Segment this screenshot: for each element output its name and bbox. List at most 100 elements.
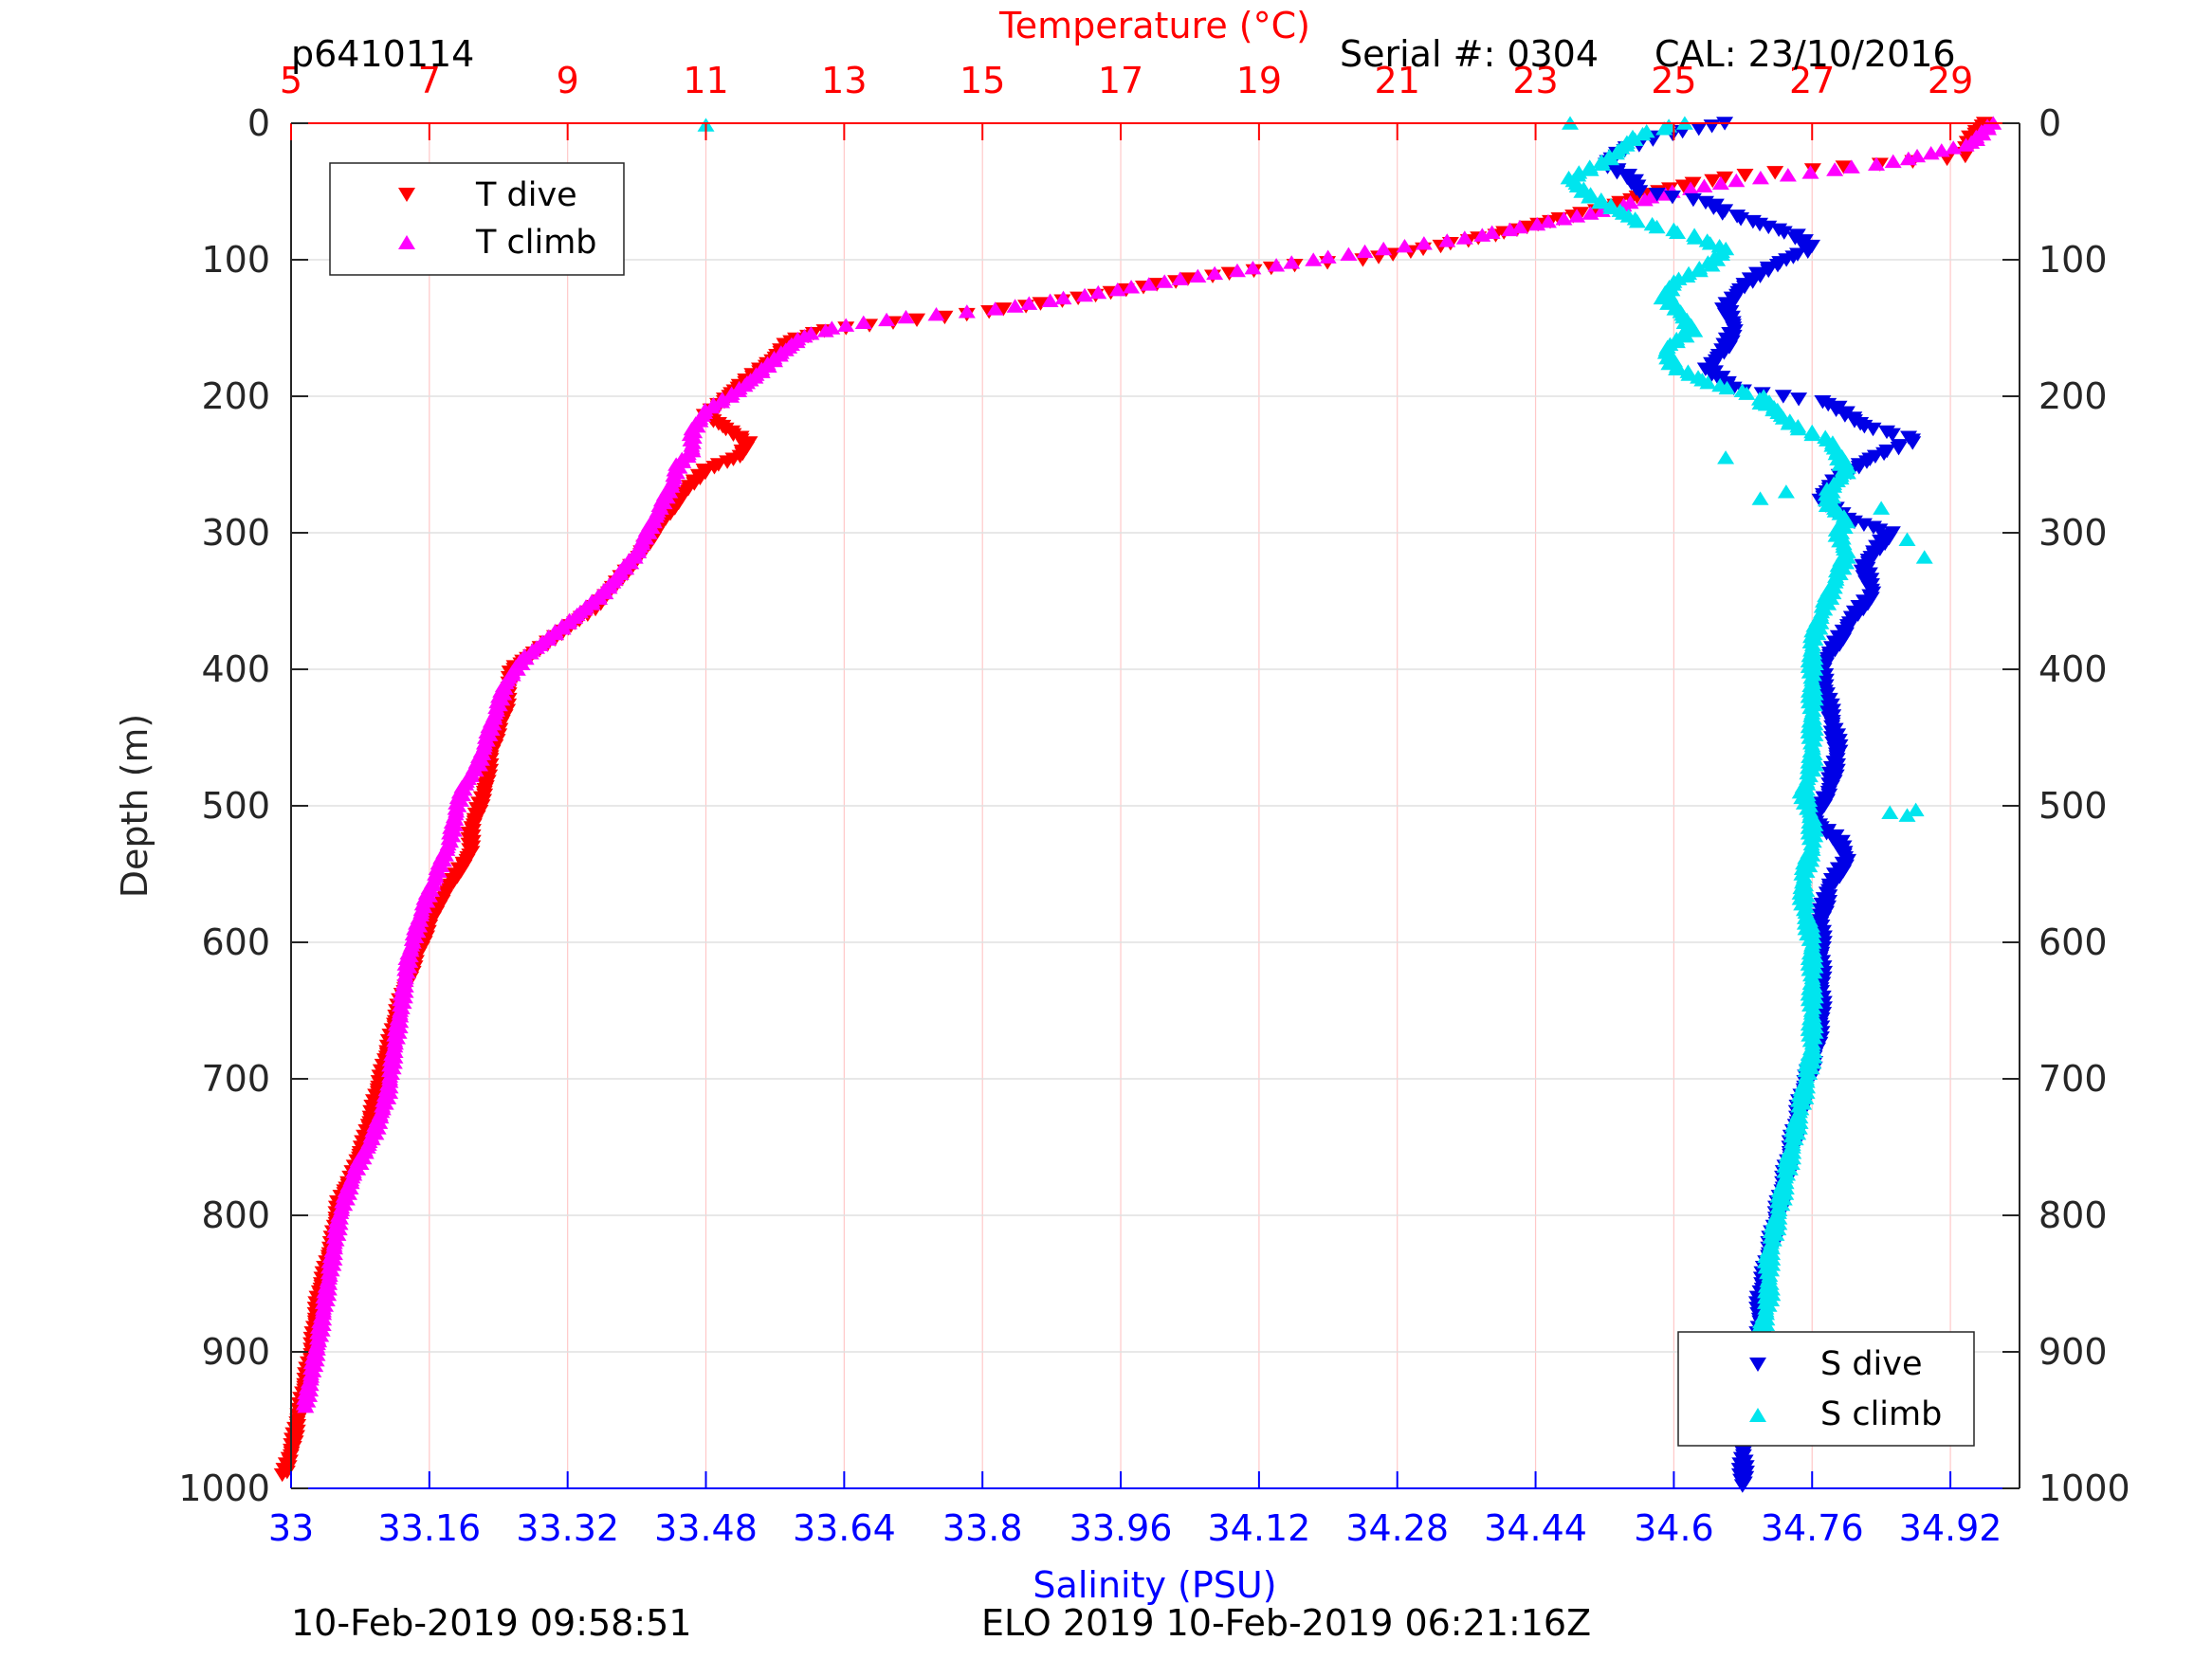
- temperature-tick-label: 11: [683, 60, 728, 101]
- depth-tick-label: 100: [201, 239, 270, 281]
- t-climb-point: [1283, 255, 1301, 269]
- legend-temperature: T dive T climb: [329, 162, 625, 276]
- t-climb-point: [1156, 274, 1174, 288]
- t-climb-point: [1751, 170, 1769, 185]
- s-dive-point: [1904, 436, 1922, 450]
- t-climb-point: [1728, 173, 1746, 188]
- s-climb-outlier: [1873, 501, 1891, 515]
- s-climb-point: [1789, 421, 1807, 436]
- t-climb-point: [1455, 230, 1473, 245]
- t-climb-point: [1415, 236, 1433, 250]
- depth-tick-label-right: 0: [2038, 102, 2061, 144]
- legend-s-dive-marker: [1749, 1358, 1766, 1372]
- depth-tick-label: 1000: [178, 1468, 270, 1509]
- t-dive-point: [1835, 160, 1853, 174]
- s-dive-point: [1648, 188, 1666, 202]
- t-dive-point: [1736, 168, 1754, 183]
- t-climb-point: [1244, 260, 1262, 275]
- s-dive-point: [1775, 226, 1793, 240]
- t-climb-point: [1957, 137, 1975, 152]
- t-climb-point: [1801, 165, 1819, 179]
- t-climb-point: [1396, 238, 1414, 253]
- temperature-tick-label: 13: [821, 60, 867, 101]
- salinity-tick-label: 33.32: [516, 1507, 619, 1549]
- s-dive-point: [1774, 390, 1792, 404]
- depth-tick-label: 900: [201, 1331, 270, 1373]
- t-climb-point: [1076, 287, 1094, 302]
- t-climb-point: [1189, 268, 1207, 283]
- t-climb-point: [1108, 283, 1126, 297]
- salinity-tick-label: 34.6: [1634, 1507, 1714, 1549]
- s-dive-point: [1864, 422, 1882, 437]
- s-climb-point: [1738, 386, 1756, 400]
- s-climb-point: [1634, 126, 1652, 141]
- temperature-tick-label: 19: [1236, 60, 1282, 101]
- legend-s-climb-marker: [1749, 1408, 1766, 1422]
- s-dive-point: [1631, 185, 1649, 199]
- salinity-tick-label: 33.8: [942, 1507, 1023, 1549]
- temperature-tick-label: 17: [1098, 60, 1143, 101]
- legend-t-climb-marker: [398, 235, 415, 249]
- depth-tick-label-right: 1000: [2038, 1468, 2130, 1509]
- legend-s-climb-label: S climb: [1820, 1395, 1942, 1433]
- t-climb-point: [1438, 233, 1456, 247]
- depth-tick-label-right: 600: [2038, 921, 2108, 963]
- t-climb-point: [1682, 181, 1700, 195]
- s-climb-outlier: [1898, 808, 1916, 822]
- s-climb-outlier: [1881, 805, 1899, 819]
- t-climb-point: [1228, 263, 1246, 278]
- temperature-tick-label: 25: [1651, 60, 1696, 101]
- t-climb-point: [1884, 154, 1902, 169]
- s-climb-outlier: [1907, 802, 1925, 817]
- depth-ticks-right: 0 100 200 300 400 500 600 700 800 900 1000: [2002, 102, 2130, 1509]
- s-climb-point: [1703, 258, 1721, 272]
- t-climb-point: [1539, 214, 1557, 228]
- depth-tick-label: 300: [201, 512, 270, 554]
- t-climb-point: [1089, 284, 1107, 300]
- t-climb-point: [1932, 143, 1950, 157]
- s-climb-point: [1686, 230, 1704, 245]
- s-climb-outlier: [1915, 550, 1933, 564]
- s-dive-point: [1713, 207, 1731, 221]
- s-dive-point: [1690, 122, 1708, 137]
- s-climb-point: [1648, 219, 1666, 234]
- t-climb-point: [1356, 244, 1374, 259]
- t-climb-point: [1375, 241, 1393, 256]
- depth-tick-label-right: 500: [2038, 785, 2108, 827]
- t-climb-point: [837, 318, 855, 332]
- salinity-tick-label: 34.12: [1207, 1507, 1310, 1549]
- s-climb-point: [1628, 214, 1646, 228]
- depth-axis-label: Depth (m): [114, 714, 155, 899]
- serial-number: Serial #: 0304: [1340, 33, 1599, 75]
- salinity-tick-label: 34.76: [1761, 1507, 1864, 1549]
- t-climb-point: [1695, 178, 1713, 192]
- salinity-tick-label: 33.96: [1069, 1507, 1173, 1549]
- depth-tick-label-right: 700: [2038, 1058, 2108, 1100]
- t-climb-point: [1473, 228, 1491, 242]
- t-climb-point: [1511, 219, 1529, 234]
- salinity-tick-label: 33.16: [377, 1507, 481, 1549]
- t-climb-point: [878, 312, 896, 327]
- t-climb-point: [1206, 265, 1224, 281]
- s-climb-point: [1701, 236, 1719, 250]
- s-dive-point: [1790, 392, 1808, 407]
- t-climb-point: [1041, 293, 1059, 307]
- profile-id: p6410114: [291, 33, 474, 75]
- t-dive-point: [1704, 173, 1722, 189]
- s-climb-point: [1668, 361, 1686, 375]
- t-climb-point: [1020, 296, 1038, 310]
- depth-ticks-left: 0 100 200 300 400 500 600 700 800 900 1000: [178, 102, 308, 1509]
- depth-tick-label-right: 900: [2038, 1331, 2108, 1373]
- s-dive-point: [1684, 192, 1702, 208]
- t-dive-point: [1766, 166, 1784, 180]
- t-climb-point: [854, 315, 872, 329]
- s-climb-point: [1581, 190, 1599, 204]
- salinity-tick-label: 33: [268, 1507, 314, 1549]
- t-climb-point: [1581, 206, 1600, 220]
- depth-tick-label: 600: [201, 921, 270, 963]
- t-climb-point: [1899, 151, 1917, 166]
- s-climb-point: [1594, 156, 1612, 171]
- t-climb-point: [1555, 211, 1573, 226]
- s-climb-point: [1655, 121, 1673, 136]
